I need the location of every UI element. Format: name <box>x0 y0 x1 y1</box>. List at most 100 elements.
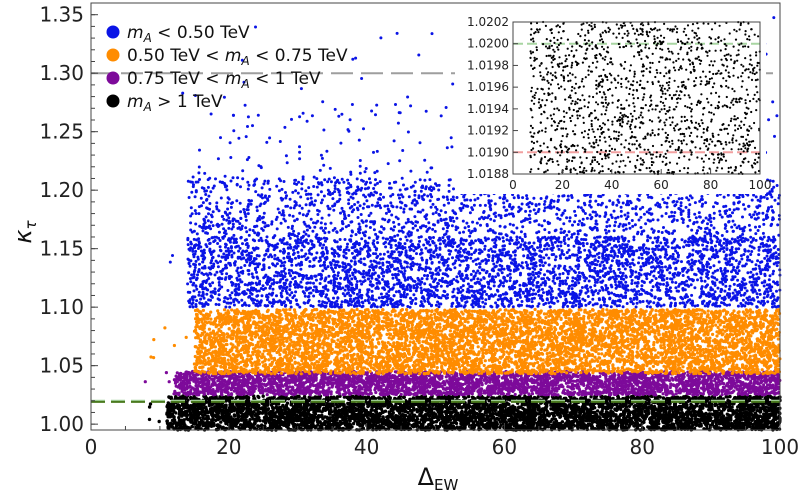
data-point <box>727 399 731 403</box>
data-point <box>758 414 762 418</box>
data-point <box>439 422 443 426</box>
data-point <box>619 407 623 412</box>
data-point <box>180 403 185 407</box>
data-point <box>499 410 504 414</box>
data-point <box>736 405 740 409</box>
data-point <box>591 417 595 421</box>
data-point <box>583 425 587 429</box>
data-point <box>431 412 435 416</box>
data-point <box>772 412 777 417</box>
data-point <box>451 421 455 425</box>
data-point <box>487 398 491 403</box>
data-point <box>704 404 709 408</box>
data-point <box>259 407 263 411</box>
data-point <box>216 417 220 422</box>
data-point <box>728 407 732 411</box>
data-point <box>646 425 650 429</box>
data-point <box>238 408 242 412</box>
data-point <box>478 409 482 414</box>
data-point <box>488 403 493 407</box>
data-point <box>387 411 392 415</box>
data-point <box>689 420 693 424</box>
data-point <box>190 413 194 417</box>
data-point <box>621 410 626 415</box>
data-point <box>704 399 709 403</box>
data-point <box>389 403 394 407</box>
data-point <box>376 414 381 418</box>
data-point <box>572 396 576 400</box>
data-point <box>538 416 543 420</box>
data-point <box>219 420 223 424</box>
data-point <box>695 417 700 421</box>
data-point <box>344 406 348 411</box>
data-point <box>707 415 712 419</box>
data-point <box>481 396 485 400</box>
data-point <box>213 405 217 409</box>
data-point <box>694 396 698 400</box>
data-point <box>177 406 182 411</box>
data-point <box>528 421 533 426</box>
data-point <box>764 412 769 417</box>
data-point <box>210 409 214 414</box>
data-point <box>495 412 499 417</box>
data-point <box>585 416 589 420</box>
data-point <box>236 413 241 417</box>
data-point <box>739 408 743 412</box>
data-point <box>682 395 686 399</box>
data-point <box>224 403 228 407</box>
data-point <box>552 408 556 412</box>
data-point <box>747 414 751 419</box>
data-point <box>168 421 173 425</box>
data-point <box>673 396 677 400</box>
data-point <box>481 405 485 410</box>
data-point <box>274 420 279 424</box>
data-point <box>204 396 209 400</box>
data-point <box>295 405 299 409</box>
data-point <box>697 424 702 428</box>
data-point <box>414 420 418 424</box>
data-point <box>460 409 464 414</box>
data-point <box>641 415 645 420</box>
data-point <box>309 423 314 428</box>
data-point <box>700 395 705 399</box>
data-point <box>652 423 656 428</box>
data-point <box>257 424 261 428</box>
data-point <box>165 419 169 423</box>
data-point <box>475 423 479 427</box>
data-point <box>686 406 691 410</box>
data-point <box>601 414 605 418</box>
data-point <box>303 425 308 429</box>
data-point <box>549 407 553 411</box>
data-point <box>712 409 717 414</box>
data-point <box>651 420 655 424</box>
data-point <box>388 414 392 419</box>
data-point <box>257 395 261 400</box>
data-point <box>661 396 666 400</box>
data-point <box>172 415 176 419</box>
data-point <box>662 410 666 414</box>
data-point <box>188 405 192 409</box>
data-point <box>713 402 718 406</box>
data-point <box>587 408 592 412</box>
data-point <box>656 395 660 399</box>
data-point <box>536 395 540 399</box>
data-point <box>560 426 565 430</box>
data-point <box>348 423 353 427</box>
data-point <box>389 422 394 426</box>
data-point <box>673 402 677 406</box>
data-point <box>650 410 654 414</box>
data-point <box>362 413 366 418</box>
data-point <box>704 411 708 416</box>
data-point <box>716 415 720 419</box>
data-point <box>315 396 319 400</box>
data-point <box>256 405 261 409</box>
data-point <box>656 414 660 419</box>
data-point <box>313 405 317 409</box>
data-point <box>426 411 430 415</box>
data-point <box>476 406 480 410</box>
data-point <box>491 405 495 409</box>
data-point <box>638 409 642 413</box>
data-point <box>756 417 760 421</box>
data-point <box>550 411 554 416</box>
data-point <box>219 405 224 409</box>
